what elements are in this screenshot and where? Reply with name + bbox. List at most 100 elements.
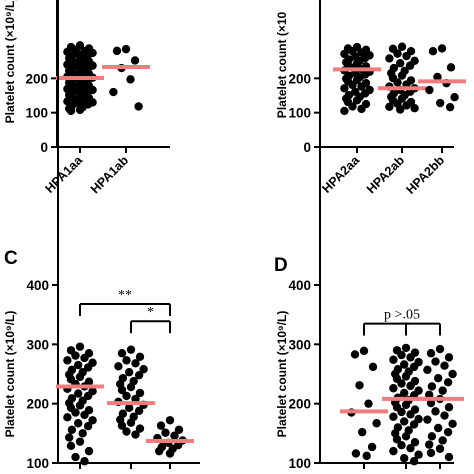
data-point [400, 360, 409, 369]
data-point [372, 419, 381, 428]
data-point [433, 72, 442, 82]
data-point [434, 373, 443, 383]
data-point [444, 403, 454, 412]
data-point [397, 350, 406, 360]
y-tick-label: 300 [288, 337, 311, 352]
data-point [109, 87, 118, 97]
y-axis-label: Platelet count (×10⁹/L) [3, 311, 17, 438]
data-point [340, 106, 349, 116]
data-point [396, 105, 405, 114]
data-point [75, 372, 85, 382]
data-point [364, 399, 373, 408]
data-point [443, 378, 453, 387]
data-point [431, 357, 440, 366]
data-point [445, 102, 455, 112]
y-tick-label: 400 [26, 278, 49, 293]
data-point [78, 429, 87, 438]
data-point [444, 353, 454, 362]
data-point [80, 457, 89, 466]
data-point [126, 382, 136, 392]
data-point [117, 421, 127, 430]
data-point [135, 424, 145, 433]
data-point [352, 96, 362, 105]
data-point [425, 440, 434, 449]
significance-bracket: ** [79, 288, 171, 316]
data-point [393, 78, 402, 87]
data-point [431, 407, 440, 416]
x-tick-label: HPA2bb [404, 153, 448, 197]
data-point [389, 446, 398, 456]
significance-label: ** [118, 288, 132, 303]
y-tick-label: 200 [25, 71, 48, 86]
x-tick-label: HPA2ab [364, 153, 407, 196]
data-point [126, 345, 136, 354]
y-tick-label: 0 [303, 140, 311, 155]
panel-label: C [4, 248, 18, 269]
data-point [66, 441, 76, 450]
data-point [389, 412, 398, 421]
data-point [112, 46, 122, 56]
data-point [161, 428, 170, 437]
data-point [405, 61, 415, 70]
data-point [126, 75, 135, 84]
data-point [125, 403, 134, 413]
data-point [446, 63, 456, 72]
data-point [397, 441, 406, 450]
data-point [410, 104, 419, 113]
data-point [400, 417, 409, 426]
panel-d: 100 200 300 400 Platelet count (×10⁹/L) Dp >.… [274, 0, 464, 471]
data-point [410, 438, 420, 447]
data-point [63, 413, 72, 422]
data-point [134, 406, 144, 415]
data-point [170, 431, 179, 440]
data-point [357, 82, 366, 91]
y-tick-label: 400 [288, 278, 311, 293]
data-point [436, 98, 445, 108]
data-point [122, 391, 131, 401]
data-point [393, 49, 402, 58]
x-tick-label: HPA1aa [42, 152, 85, 195]
data-point [80, 353, 89, 363]
data-point [443, 427, 453, 437]
x-tick-label: HPA2aa [319, 152, 362, 195]
data-point [131, 394, 140, 404]
data-point [401, 343, 411, 353]
data-point [437, 44, 447, 53]
y-axis-label: Platelet count (×10 [275, 11, 289, 118]
data-point [397, 71, 407, 80]
data-point [425, 85, 434, 95]
data-point [406, 353, 415, 362]
data-point [438, 386, 447, 395]
data-point [400, 454, 409, 463]
data-point [425, 390, 434, 399]
data-point [135, 352, 145, 361]
data-point [359, 346, 369, 356]
data-point [134, 370, 144, 380]
data-point [156, 421, 166, 430]
data-point [427, 432, 437, 441]
data-point [385, 102, 394, 112]
data-point [362, 451, 371, 461]
data-point [75, 105, 85, 115]
data-point [355, 381, 364, 390]
data-point [448, 419, 457, 429]
data-point [440, 411, 449, 420]
data-point [83, 422, 93, 431]
data-point [67, 425, 77, 434]
data-point [350, 350, 360, 359]
data-point [406, 410, 415, 419]
significance-label: * [147, 305, 154, 320]
y-tick-label: 200 [288, 71, 311, 86]
data-point [440, 361, 449, 370]
data-point [348, 80, 357, 90]
data-point [389, 355, 398, 364]
data-point [438, 436, 447, 445]
data-point [358, 427, 367, 437]
data-point [88, 416, 97, 425]
data-point [409, 457, 419, 466]
data-point [130, 56, 140, 65]
data-point [114, 362, 123, 371]
data-point [71, 351, 80, 360]
data-point [426, 448, 436, 458]
